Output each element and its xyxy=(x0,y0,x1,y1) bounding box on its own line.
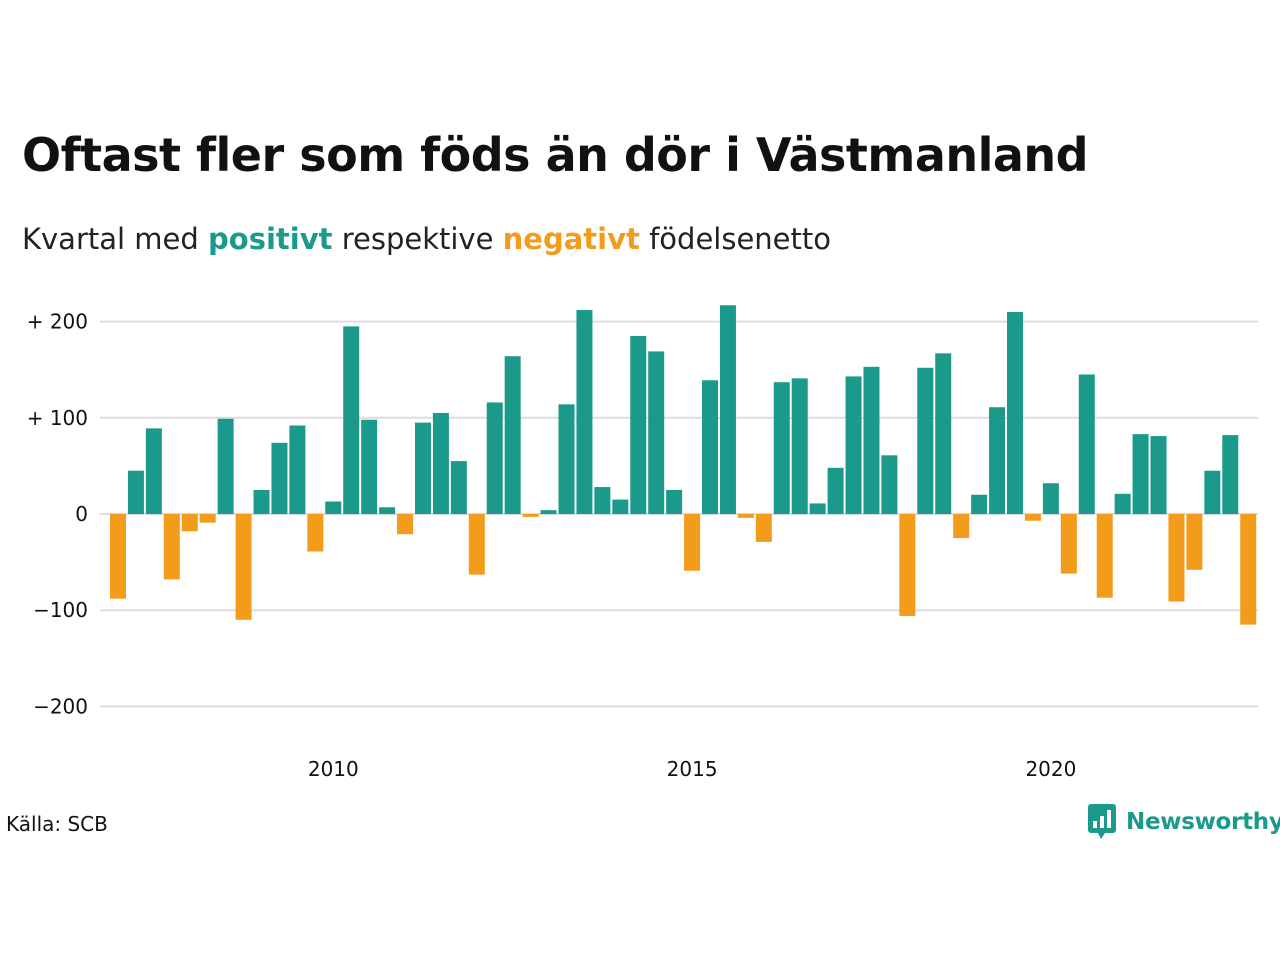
bar-2013Q1 xyxy=(540,510,557,514)
bar-2015Q3 xyxy=(719,305,736,514)
bar-2015Q2 xyxy=(702,380,719,514)
chart-subtitle: Kvartal med positivt respektive negativt… xyxy=(22,222,831,256)
bar-2019Q1 xyxy=(971,494,988,514)
bar-2007Q2 xyxy=(127,470,144,514)
bar-2013Q4 xyxy=(594,487,611,514)
bar-2016Q4 xyxy=(809,503,826,514)
x-tick-label: 2020 xyxy=(1025,757,1076,781)
bar-2017Q2 xyxy=(845,376,862,514)
subtitle-negative-word: negativt xyxy=(502,222,640,256)
newsworthy-logo-icon xyxy=(1088,804,1116,839)
bar-2018Q3 xyxy=(935,353,952,514)
x-tick-label: 2010 xyxy=(308,757,359,781)
bar-2008Q4 xyxy=(235,514,252,620)
subtitle-text-2: respektive xyxy=(332,222,503,256)
bar-2017Q4 xyxy=(881,455,898,514)
bar-2020Q1 xyxy=(1042,483,1059,514)
bar-2008Q2 xyxy=(199,514,216,523)
bar-2018Q2 xyxy=(917,367,934,514)
bar-2008Q3 xyxy=(217,418,234,514)
bar-2013Q2 xyxy=(558,404,575,514)
bar-2022Q2 xyxy=(1204,470,1221,514)
bar-2012Q4 xyxy=(522,514,539,517)
bar-2015Q4 xyxy=(737,514,754,518)
bar-2015Q1 xyxy=(684,514,701,571)
bar-2010Q2 xyxy=(343,326,360,514)
subtitle-positive-word: positivt xyxy=(208,222,333,256)
subtitle-text-3: födelsenetto xyxy=(639,222,831,256)
bar-2014Q3 xyxy=(648,351,665,514)
bar-2020Q3 xyxy=(1078,374,1095,514)
x-tick-label: 2015 xyxy=(667,757,718,781)
bar-2012Q1 xyxy=(468,514,485,575)
subtitle-text-1: Kvartal med xyxy=(22,222,209,256)
bar-2016Q2 xyxy=(773,382,790,514)
bar-2022Q4 xyxy=(1240,514,1257,625)
bar-2014Q1 xyxy=(612,499,629,514)
bar-2012Q3 xyxy=(504,356,521,514)
y-tick-label: + 200 xyxy=(27,310,88,334)
bar-2010Q4 xyxy=(379,507,396,514)
bar-2012Q2 xyxy=(486,402,503,514)
bar-2014Q2 xyxy=(630,336,647,514)
bar-2022Q3 xyxy=(1222,435,1239,514)
bar-2019Q3 xyxy=(1007,311,1023,514)
bar-2010Q3 xyxy=(361,419,378,514)
bar-2009Q4 xyxy=(307,514,324,552)
bar-2007Q1 xyxy=(110,514,126,599)
bar-2019Q2 xyxy=(989,407,1006,514)
source-note: Källa: SCB xyxy=(6,812,108,836)
y-tick-label: 0 xyxy=(75,502,88,526)
bar-2011Q3 xyxy=(432,412,449,514)
bar-2016Q3 xyxy=(791,378,808,514)
bar-2022Q1 xyxy=(1186,514,1203,570)
bar-2010Q1 xyxy=(325,501,342,514)
bar-2009Q3 xyxy=(289,425,306,514)
bar-2017Q3 xyxy=(863,366,880,514)
bar-2011Q1 xyxy=(397,514,414,535)
y-tick-label: −100 xyxy=(33,598,88,622)
bar-2007Q3 xyxy=(145,428,162,514)
bar-2019Q4 xyxy=(1024,514,1041,521)
bar-2016Q1 xyxy=(755,514,772,542)
bar-2014Q4 xyxy=(666,489,683,514)
bar-2021Q1 xyxy=(1114,493,1131,514)
y-axis-labels: + 200 + 100 0 −100 −200 xyxy=(27,310,88,719)
bar-2011Q2 xyxy=(414,422,431,514)
y-tick-label: + 100 xyxy=(27,406,88,430)
bar-2007Q4 xyxy=(163,514,180,580)
bars xyxy=(110,305,1257,625)
bar-2011Q4 xyxy=(450,461,467,514)
bar-2013Q3 xyxy=(576,310,593,514)
bar-2008Q1 xyxy=(181,514,198,532)
bar-chart: + 200 + 100 0 −100 −200 2010 2015 2020 xyxy=(27,305,1258,781)
bar-2009Q1 xyxy=(253,489,270,514)
bar-2021Q2 xyxy=(1132,434,1149,514)
bar-2020Q4 xyxy=(1096,514,1113,598)
newsworthy-logo[interactable]: Newsworthy xyxy=(1088,804,1280,840)
x-axis-labels: 2010 2015 2020 xyxy=(308,757,1077,781)
bar-2021Q4 xyxy=(1168,514,1185,602)
bar-2021Q3 xyxy=(1150,436,1167,514)
bar-2018Q1 xyxy=(899,514,916,616)
bar-2020Q2 xyxy=(1060,514,1077,574)
bar-2018Q4 xyxy=(953,514,970,539)
chart-title: Oftast fler som föds än dör i Västmanlan… xyxy=(22,128,1089,182)
bar-2017Q1 xyxy=(827,467,844,514)
y-tick-label: −200 xyxy=(33,694,88,718)
bar-2009Q2 xyxy=(271,442,288,514)
newsworthy-logo-text: Newsworthy xyxy=(1126,809,1280,835)
